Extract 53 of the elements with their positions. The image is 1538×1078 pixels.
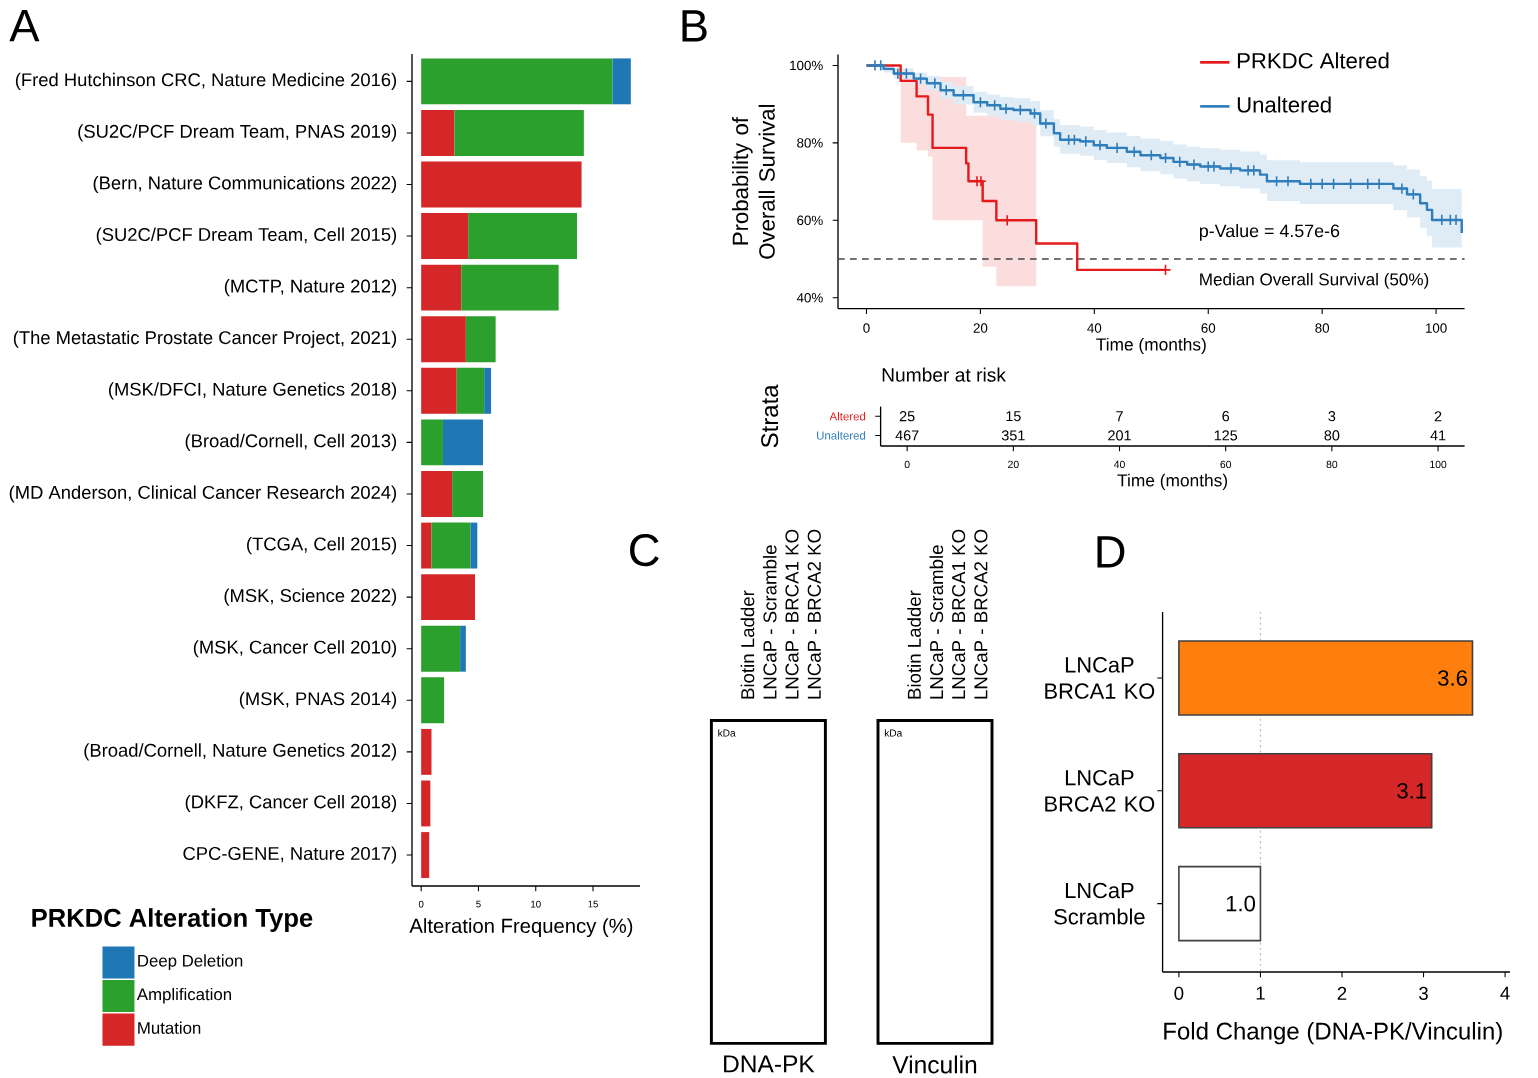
y-tick-label: (MSK, Science 2022)	[224, 588, 397, 606]
y-tick-label: (DKFZ, Cancer Cell 2018)	[185, 794, 397, 813]
y-tick-label: (MSK/DFCI, Nature Genetics 2018)	[109, 382, 397, 400]
y-tick-label: (Fred Hutchinson CRC, Nature Medicine 2016)	[15, 72, 397, 90]
data-label: 1.0	[1226, 895, 1256, 912]
x-axis-title: Alteration Frequency (%)	[409, 918, 633, 938]
y-tick-label: (SU2C/PCF Dream Team, Cell 2015)	[96, 227, 397, 245]
x-tick-label: 1	[1256, 986, 1265, 1000]
y-tick-label: (MSK, PNAS 2014)	[239, 691, 397, 709]
data-label: 3.6	[1438, 670, 1467, 686]
legend-label: Unaltered	[1237, 96, 1331, 113]
y-tick-label: (Broad/Cornell, Nature Genetics 2012)	[84, 743, 397, 761]
y-tick-label: (MCTP, Nature 2012)	[224, 279, 397, 297]
text: A	[9, 10, 40, 42]
annotation: p-Value = 4.57e-6	[1199, 224, 1340, 241]
x-tick-label: 0	[1174, 986, 1184, 1000]
ref-line-label: Median Overall Survival (50%)	[1200, 272, 1429, 289]
legend-label: Deep Deletion	[138, 954, 243, 970]
category-label: LNCaP - BRCA2 KO	[807, 529, 821, 699]
y-tick-label: (The Metastatic Prostate Cancer Project, 2021)	[13, 330, 397, 348]
y-tick-label: (SU2C/PCF Dream Team, PNAS 2019)	[78, 124, 397, 142]
y-tick-label: CPC-GENE, Nature 2017)	[183, 846, 397, 864]
text: C	[630, 534, 659, 567]
legend-title: PRKDC Alteration Type	[32, 908, 313, 933]
legend-label: PRKDC Altered	[1237, 52, 1389, 69]
text: Vinculin	[892, 1055, 977, 1074]
x-tick-label: 3	[1419, 986, 1428, 1000]
y-tick-label: LNCaP Scramble	[1054, 882, 1145, 925]
chart-title: D	[1097, 536, 1125, 568]
x-tick-label: 2	[1337, 986, 1347, 1000]
category-label: Biotin Ladder	[740, 590, 755, 699]
x-tick-label: 4	[1500, 986, 1510, 1000]
y-tick-label: (TCGA, Cell 2015)	[247, 536, 397, 555]
category-label: LNCaP - Scramble	[929, 545, 944, 699]
legend-label: Amplification	[136, 987, 231, 1004]
y-axis-title: Probability of Overall Survival	[732, 105, 775, 259]
chart-title: B	[682, 10, 707, 42]
category-label: LNCaP - Scramble	[762, 545, 777, 699]
legend-label: Mutation	[138, 1021, 201, 1034]
y-tick-label: (Broad/Cornell, Cell 2013)	[185, 433, 397, 451]
text: DNA-PK	[724, 1055, 815, 1073]
y-tick-label: (MD Anderson, Clinical Cancer Research 2024)	[9, 485, 397, 503]
y-tick-label: (MSK, Cancer Cell 2010)	[193, 640, 397, 658]
category-label: Biotin Ladder	[907, 590, 921, 699]
x-axis-title: Time (months)	[1096, 337, 1206, 355]
y-tick-label: LNCaP BRCA1 KO	[1045, 657, 1155, 699]
y-tick-label: (Bern, Nature Communications 2022)	[93, 175, 397, 194]
category-label: LNCaP - BRCA1 KO	[952, 529, 966, 699]
x-axis-title: Fold Change (DNA-PK/Vinculin)	[1164, 1021, 1502, 1045]
category-label: LNCaP - BRCA1 KO	[785, 529, 799, 699]
category-label: LNCaP - BRCA2 KO	[974, 529, 988, 699]
y-tick-label: LNCaP BRCA2 KO	[1045, 769, 1155, 812]
data-label: 3.1	[1397, 782, 1427, 799]
